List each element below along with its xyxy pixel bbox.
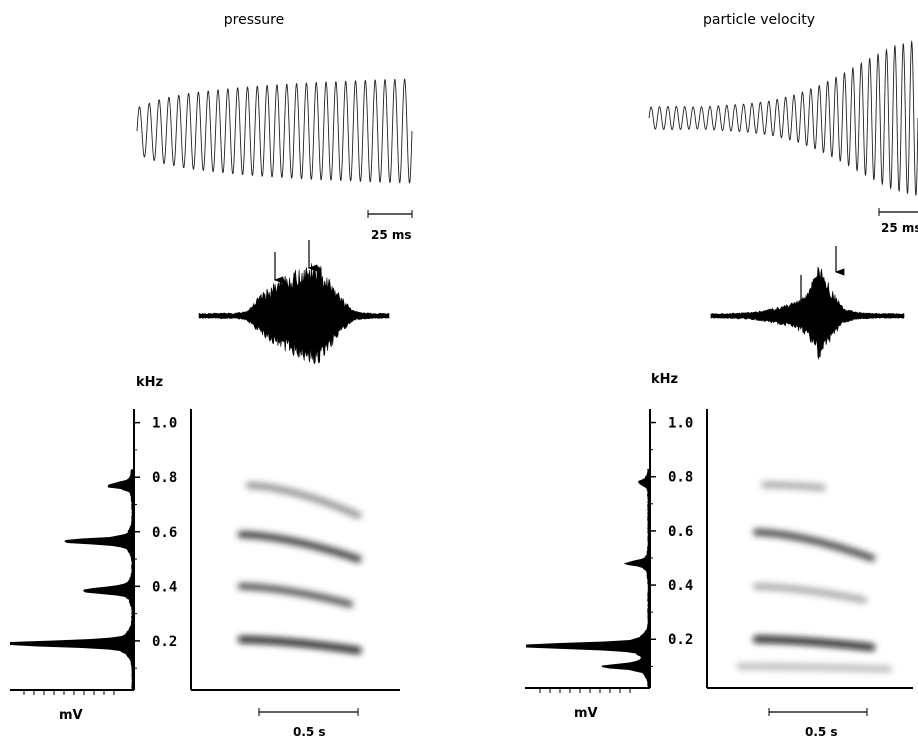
- spectrum-xlabel: mV: [59, 708, 83, 723]
- spectrum-ytick-label: 0.4: [668, 578, 693, 594]
- spectrogram-scale-label: 0.5 s: [805, 725, 838, 739]
- spectrum-ytick-label: 0.8: [668, 470, 693, 486]
- spectrum-y-ticks: 0.2 0.4 0.6 0.8 1.0: [650, 416, 693, 667]
- spectrum-x-ticks: [23, 690, 115, 695]
- spectrum-bars: [10, 469, 134, 690]
- spectrogram-harmonic: [237, 582, 354, 608]
- oscillogram-particle-velocity: 25 ms: [648, 40, 918, 235]
- spectrogram-particle-velocity: 0.5 s: [706, 409, 913, 739]
- spectrum-ytick-label: 1.0: [152, 416, 177, 432]
- spectrum-ytick-label: 0.6: [668, 524, 693, 540]
- spectrum-particle-velocity: kHz 0.2 0.4 0.6 0.8 1.0 mV: [525, 372, 693, 721]
- amplitude-envelope: [710, 266, 905, 360]
- spectrogram-harmonic: [237, 531, 362, 563]
- spectrogram-harmonic: [752, 635, 876, 651]
- spectrogram-pressure: 0.5 s: [190, 409, 400, 739]
- oscillogram-pressure: 25 ms: [136, 78, 413, 242]
- spectrum-ylabel: kHz: [651, 372, 678, 387]
- oscillogram-trace: [136, 78, 413, 184]
- spectrogram-harmonic: [752, 528, 876, 562]
- spectrum-x-ticks: [539, 688, 631, 693]
- spectrogram-harmonics: [237, 481, 362, 654]
- panel-particle-velocity: particle velocity 25 ms kHz 0.2 0.4 0.6 0.8…: [525, 12, 918, 739]
- spectrum-ytick-label: 0.2: [668, 632, 693, 648]
- spectrum-ytick-label: 0.4: [152, 579, 177, 595]
- spectrum-pressure: kHz 0.2 0.4 0.6 0.8 1.0 mV: [10, 375, 177, 723]
- title-particle-velocity: particle velocity: [703, 12, 815, 28]
- panel-pressure: pressure 25 ms kHz 0.2 0.4 0.6 0.8 1.0 mV: [10, 12, 413, 739]
- spectrum-ytick-label: 0.2: [152, 634, 177, 650]
- oscillogram-scale-label: 25 ms: [371, 228, 412, 242]
- spectrum-ytick-label: 0.6: [152, 525, 177, 541]
- spectrogram-harmonic: [752, 582, 868, 604]
- oscillogram-scale-label: 25 ms: [881, 221, 918, 235]
- spectrum-ytick-label: 0.8: [152, 470, 177, 486]
- amplitude-envelope-particle-velocity: [710, 246, 905, 360]
- spectrogram-harmonic: [237, 636, 362, 654]
- spectrum-xlabel: mV: [574, 706, 598, 721]
- spectrogram-harmonic: [246, 481, 362, 519]
- title-pressure: pressure: [224, 12, 284, 28]
- amplitude-envelope-pressure: [198, 240, 390, 365]
- spectrogram-scale-label: 0.5 s: [293, 725, 326, 739]
- spectrum-y-ticks: 0.2 0.4 0.6 0.8 1.0: [134, 416, 177, 669]
- oscillogram-trace: [648, 40, 918, 196]
- spectrogram-harmonic: [736, 662, 892, 673]
- spectrum-ylabel: kHz: [136, 375, 163, 390]
- spectrum-ytick-label: 1.0: [668, 416, 693, 432]
- spectrum-bars: [526, 469, 650, 688]
- amplitude-envelope: [198, 263, 390, 365]
- spectrogram-harmonic: [761, 481, 826, 492]
- spectrogram-harmonics: [736, 481, 892, 673]
